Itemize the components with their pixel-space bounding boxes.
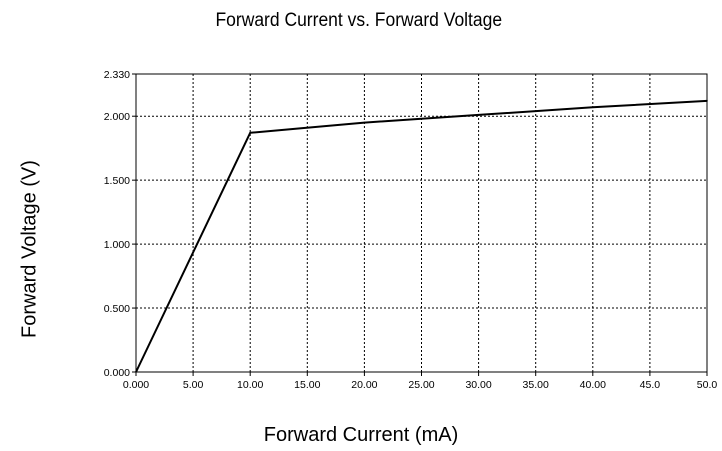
x-tick-label: 10.00 (237, 379, 263, 391)
data-point (249, 132, 251, 134)
x-tick-label: 5.00 (183, 379, 204, 391)
x-tick-label: 0.000 (123, 379, 149, 391)
tick-layer: 0.000 5.00 10.00 15.00 20.00 25.00 30.00 35.00 4… (104, 69, 718, 391)
x-tick-label: 35.00 (523, 379, 549, 391)
y-tick-label: 2.000 (104, 111, 130, 123)
chart-title: Forward Current vs. Forward Voltage (215, 10, 503, 31)
y-tick-label: 2.330 (104, 69, 130, 81)
data-point (135, 371, 137, 373)
x-tick-label: 25.00 (408, 379, 434, 391)
x-axis-label: Forward Current (mA) (263, 424, 459, 446)
x-tick-label: 15.00 (294, 379, 320, 391)
x-tick-label: 50.0 (697, 379, 718, 391)
x-tick-label: 30.00 (465, 379, 491, 391)
x-tick-label: 20.00 (351, 379, 377, 391)
x-tick-label: 40.00 (580, 379, 606, 391)
data-point (363, 121, 366, 124)
series-line-0 (135, 99, 708, 373)
y-tick-label: 1.000 (104, 239, 130, 251)
y-tick-label: 0.500 (104, 303, 130, 315)
x-tick-label: 45.0 (640, 379, 661, 391)
y-tick-label: 0.000 (104, 367, 130, 379)
data-layer (135, 99, 708, 373)
data-point (592, 106, 594, 109)
grid-layer (136, 74, 707, 372)
data-point (477, 114, 480, 116)
data-point (706, 100, 708, 102)
y-tick-label: 1.500 (104, 175, 130, 187)
y-axis-label: Forward Voltage (V) (18, 160, 41, 338)
